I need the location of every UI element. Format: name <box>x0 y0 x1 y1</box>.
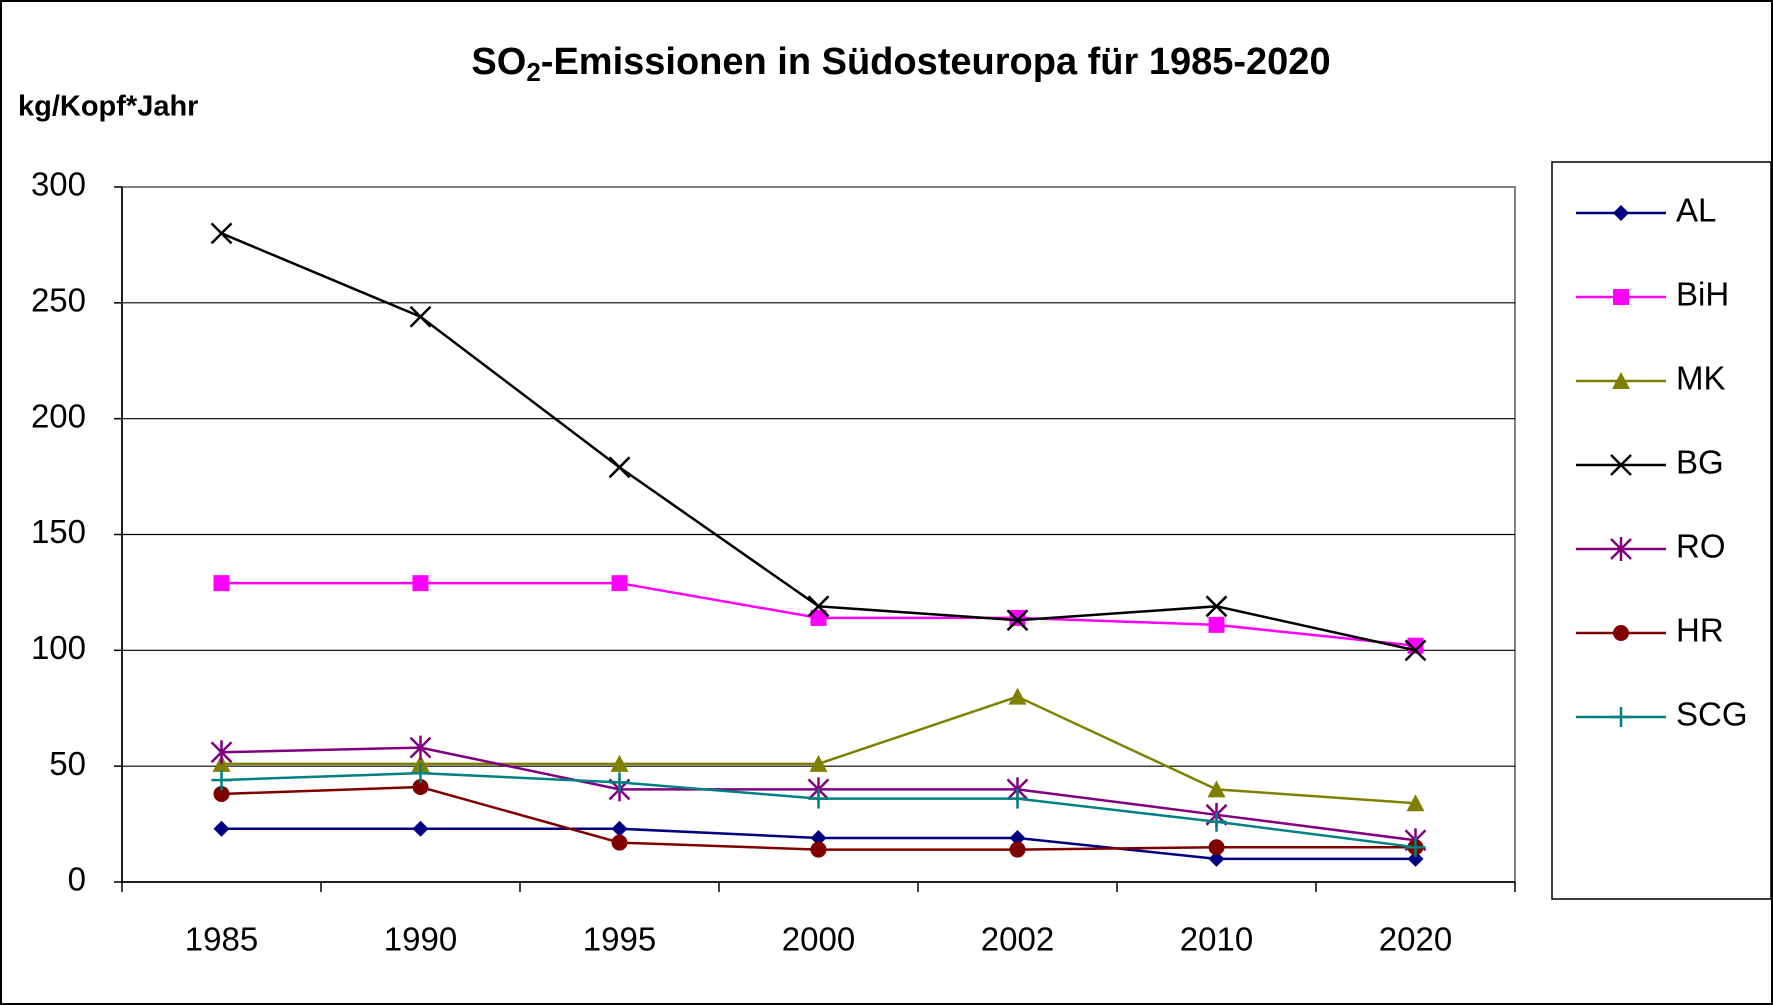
x-tick-label: 1990 <box>384 921 457 958</box>
x-tick-label: 2020 <box>1379 921 1452 958</box>
legend-label: BG <box>1676 444 1724 481</box>
marker <box>610 754 629 772</box>
x-tick-label: 2010 <box>1180 921 1253 958</box>
title-main: SO <box>471 41 526 83</box>
marker <box>1404 639 1427 662</box>
legend-marker <box>1613 205 1629 221</box>
marker <box>1406 794 1425 812</box>
marker <box>1207 780 1226 798</box>
marker <box>608 456 631 479</box>
legend-marker <box>1613 289 1629 305</box>
marker <box>1006 609 1029 632</box>
marker <box>412 575 429 592</box>
marker <box>211 770 232 791</box>
y-tick-label: 150 <box>31 513 86 550</box>
legend-marker <box>1613 625 1629 641</box>
marker <box>1208 616 1225 633</box>
x-tick-label: 1985 <box>185 921 258 958</box>
marker <box>611 820 628 837</box>
legend-label: SCG <box>1676 696 1748 733</box>
marker <box>410 763 431 784</box>
marker <box>1007 788 1028 809</box>
y-tick-label: 50 <box>49 745 86 782</box>
marker <box>1206 811 1227 832</box>
marker <box>210 222 233 245</box>
legend-box <box>1551 161 1772 900</box>
marker <box>409 305 432 328</box>
x-tick-label: 1995 <box>583 921 656 958</box>
marker <box>609 772 630 793</box>
legend-label: RO <box>1676 528 1726 565</box>
marker <box>809 754 828 772</box>
legend-label: HR <box>1676 612 1724 649</box>
marker <box>1208 850 1225 867</box>
legend-label: AL <box>1676 192 1716 229</box>
legend-label: MK <box>1676 360 1726 397</box>
title-sub: 2 <box>526 57 540 87</box>
marker <box>611 575 628 592</box>
marker <box>412 820 429 837</box>
marker <box>213 785 230 802</box>
y-axis-label: kg/Kopf*Jahr <box>18 91 198 123</box>
marker <box>810 829 827 846</box>
legend-marker <box>1611 707 1631 727</box>
y-tick-label: 250 <box>31 282 86 319</box>
marker <box>1208 839 1225 856</box>
x-tick-label: 2000 <box>782 921 855 958</box>
marker <box>808 788 829 809</box>
y-tick-label: 0 <box>68 861 86 898</box>
title-rest: -Emissionen in Südosteuropa für 1985-202… <box>541 41 1331 83</box>
marker <box>210 740 233 765</box>
marker <box>213 575 230 592</box>
marker <box>1009 609 1026 626</box>
marker <box>810 841 827 858</box>
marker <box>1009 829 1026 846</box>
legend-marker <box>1610 537 1632 561</box>
marker <box>810 609 827 626</box>
x-tick-label: 2002 <box>981 921 1054 958</box>
chart-title: SO2-Emissionen in Südosteuropa für 1985-… <box>471 41 1330 87</box>
marker <box>412 779 429 796</box>
legend-marker <box>1610 454 1632 476</box>
y-tick-label: 100 <box>31 629 86 666</box>
marker <box>611 834 628 851</box>
y-tick-label: 300 <box>31 166 86 203</box>
marker <box>807 595 830 618</box>
legend-marker <box>1612 372 1630 389</box>
marker <box>1205 595 1228 618</box>
y-tick-label: 200 <box>31 397 86 434</box>
marker <box>1008 687 1027 705</box>
marker <box>409 735 432 760</box>
marker <box>1009 841 1026 858</box>
legend-label: BiH <box>1676 276 1729 313</box>
marker <box>1405 837 1426 858</box>
marker <box>213 820 230 837</box>
marker <box>1407 850 1424 867</box>
